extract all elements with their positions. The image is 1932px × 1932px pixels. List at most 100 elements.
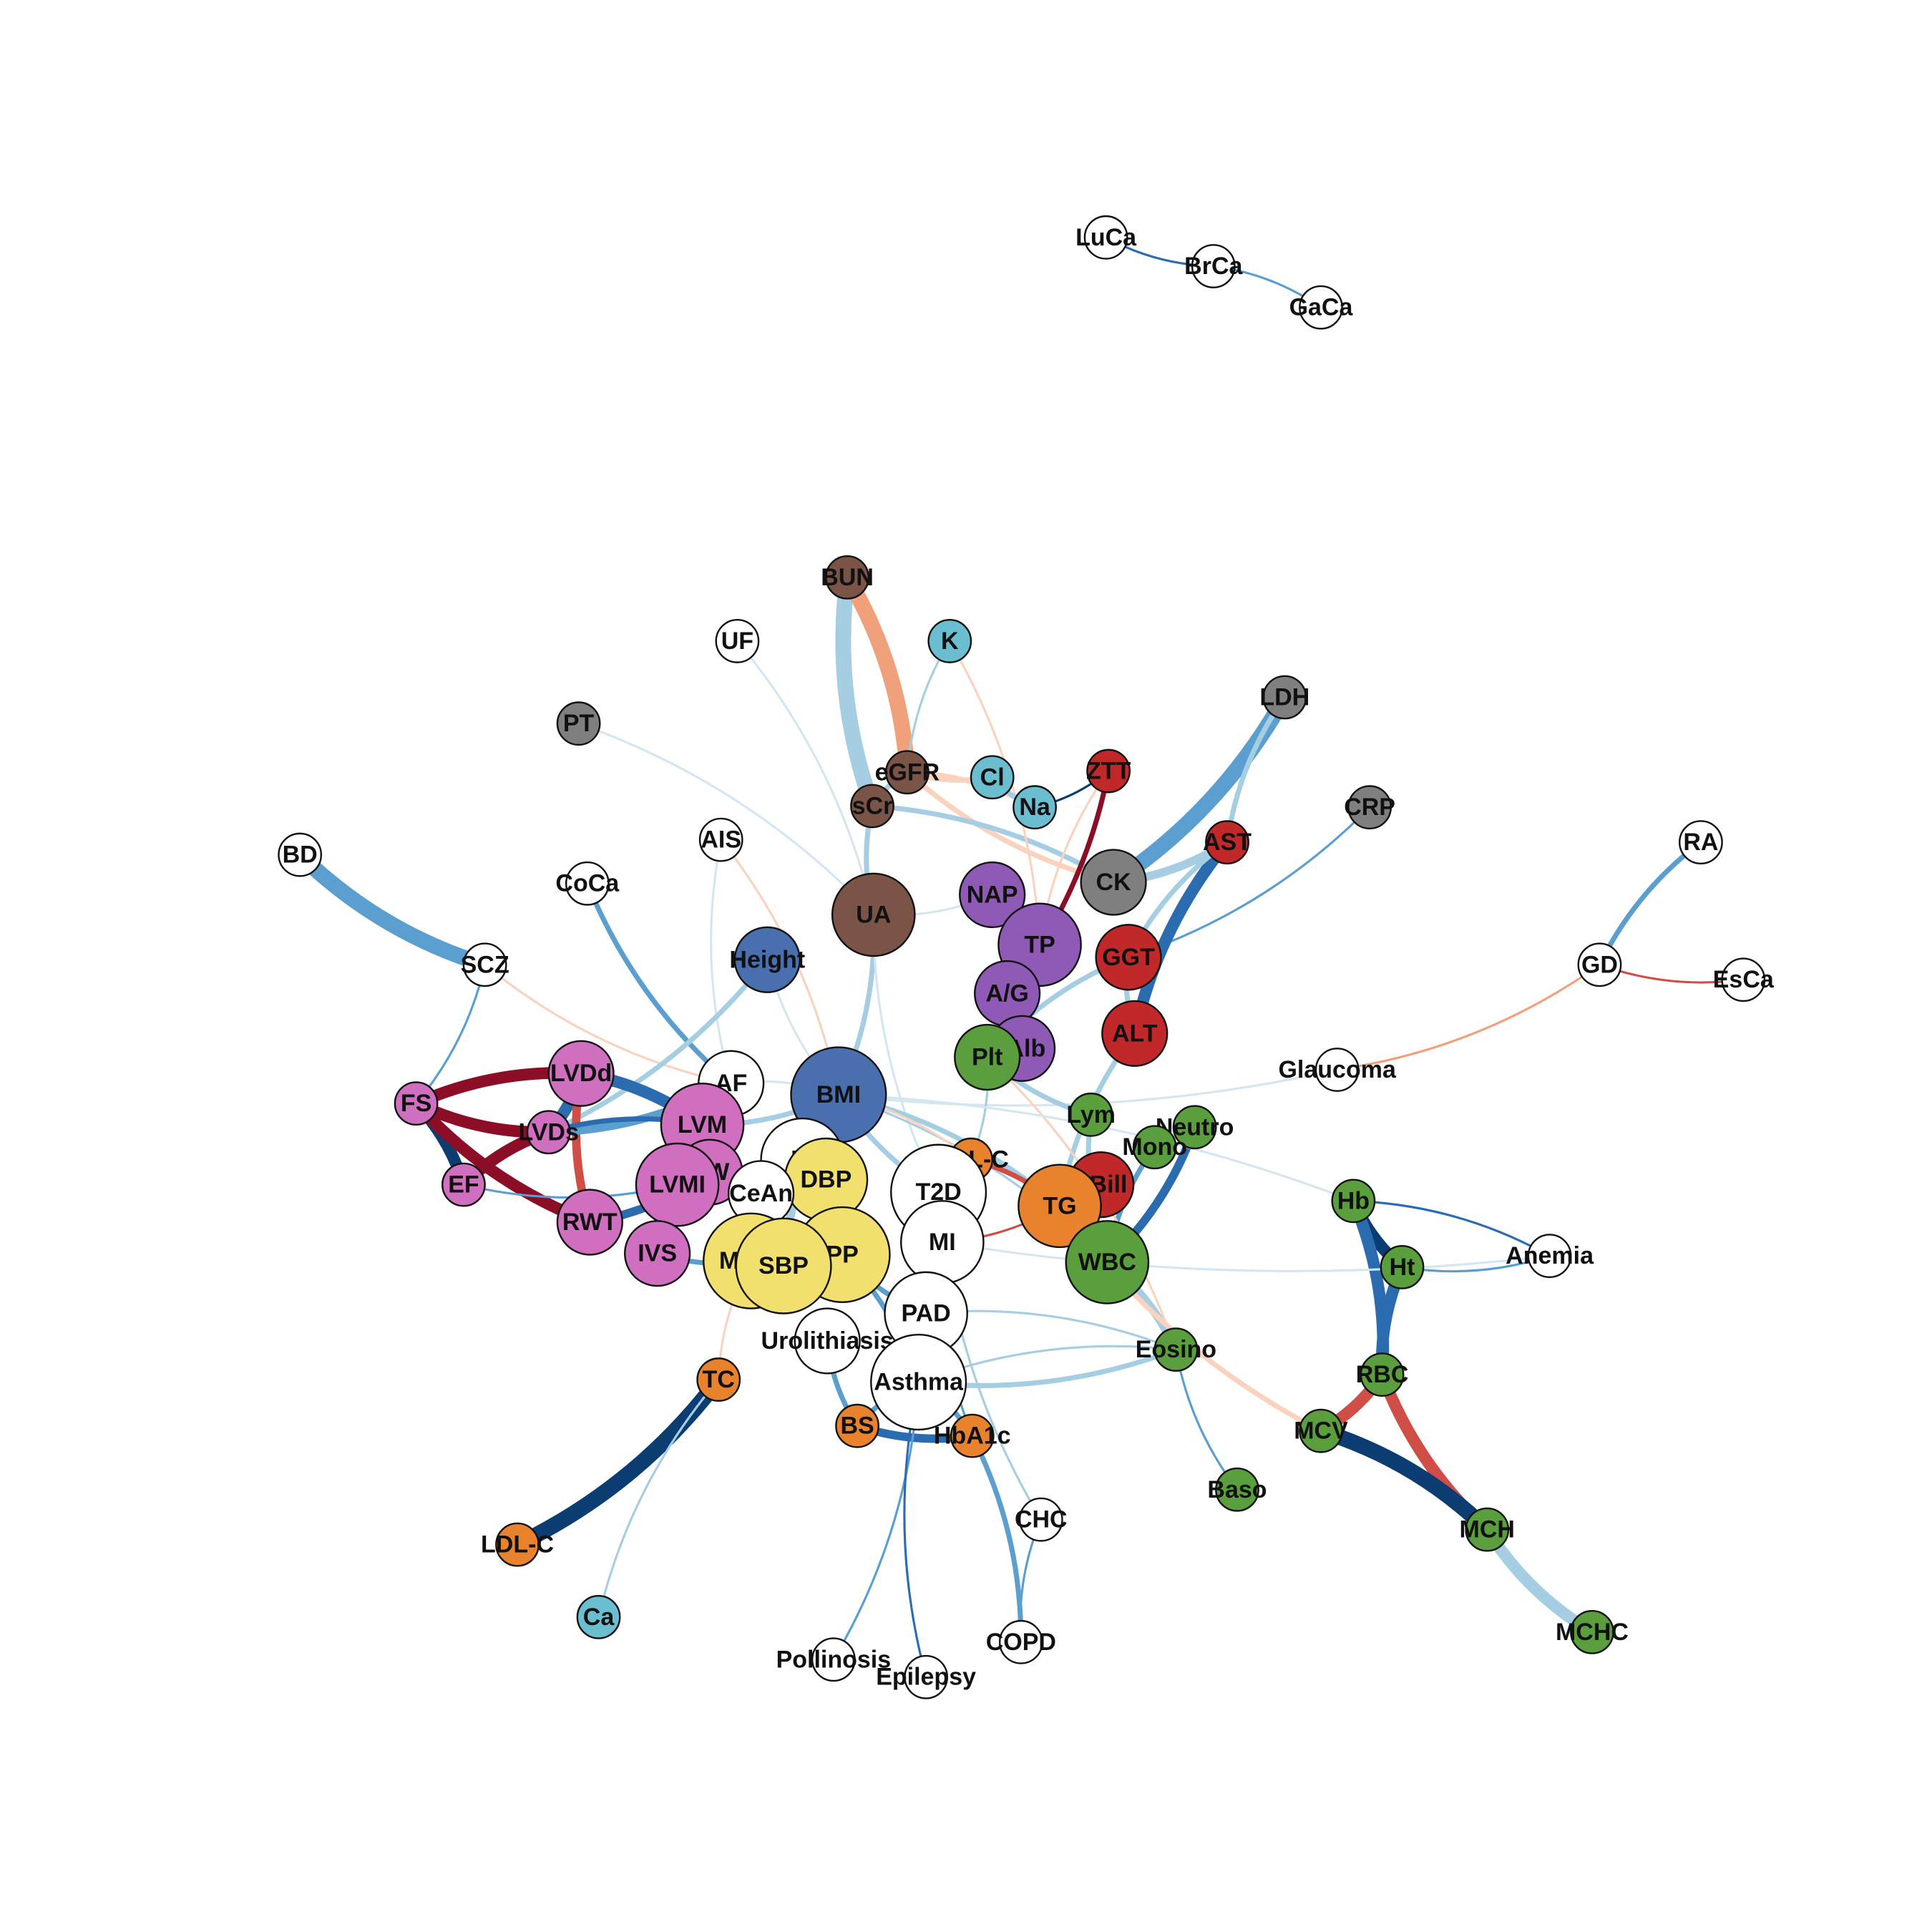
node-circle-ldh [1262,675,1307,720]
node-k: K [927,619,972,663]
node-label-tc: TC [703,1366,735,1393]
node-label-hb: Hb [1337,1187,1370,1214]
node-circle-urolithiasis [794,1307,861,1375]
node-label-rwt: RWT [562,1209,618,1236]
node-label-ht: Ht [1390,1254,1415,1281]
node-circle-rwt [556,1189,623,1256]
node-label-wbc: WBC [1078,1249,1136,1276]
edge-bd-scz [292,847,493,973]
edge-scz-af [484,963,733,1085]
edge-mcv-mch [1312,1423,1496,1538]
node-label-nap: NAP [967,881,1018,908]
node-ua: UA [831,872,916,957]
node-chc: CHC [1015,1497,1068,1542]
node-cean: CeAn [727,1160,795,1227]
node-tg: TG [1018,1163,1102,1249]
node-label-anemia: Anemia [1506,1242,1594,1269]
node-label-mono: Mono [1122,1133,1187,1161]
edge-uf-ua [736,640,875,916]
node-label-cean: CeAn [729,1180,793,1207]
node-eosino: Eosino [1136,1327,1216,1372]
node-label-na: Na [1019,794,1051,821]
node-label-tp: TP [1024,931,1055,958]
node-brca: BrCa [1184,244,1244,288]
node-label-ef: EF [448,1171,479,1199]
node-label-scz: SCZ [461,951,509,978]
node-circle-crp [1347,785,1392,830]
node-label-bs: BS [840,1413,874,1440]
node-label-epilepsy: Epilepsy [876,1664,976,1691]
node-circle-k [927,619,972,663]
nodes-layer: LuCa BrCa GaCa BUN UF K LDH PT eGFR Cl ZTT sCr Na CRP… [278,215,1775,1699]
node-circle-hba1c [950,1413,995,1458]
edge-coca-af [585,881,734,1086]
node-circle-ais [698,817,743,862]
node-baso: Baso [1207,1467,1267,1512]
node-label-ca: Ca [583,1604,615,1631]
node-bun: BUN [821,555,874,600]
node-cl: Cl [970,755,1015,800]
node-plt: Plt [954,1023,1021,1091]
node-label-mi: MI [929,1229,956,1256]
node-label-gd: GD [1581,951,1618,978]
node-label-copd: COPD [986,1629,1056,1656]
node-label-ais: AIS [701,826,741,854]
node-label-bun: BUN [821,564,874,591]
node-rwt: RWT [556,1189,623,1256]
node-label-dbp: DBP [801,1166,852,1194]
node-circle-epilepsy [904,1654,949,1699]
node-mi: MI [899,1200,985,1284]
node-pollinosis: Pollinosis [776,1637,891,1682]
node-circle-anemia [1527,1234,1572,1279]
node-label-lvmi: LVMI [649,1171,706,1199]
edge-pt-ua [577,722,875,916]
node-label-coca: CoCa [555,870,620,897]
node-ggt: GGT [1095,924,1162,991]
node-circle-glaucoma [1314,1048,1360,1092]
node-label-ck: CK [1096,869,1132,896]
node-ck: CK [1080,849,1147,916]
node-height: Height [729,926,805,993]
node-circle-nap [959,861,1026,929]
node-mch: MCH [1460,1507,1515,1552]
node-circle-ldlc [495,1522,540,1567]
node-label-baso: Baso [1207,1476,1267,1503]
node-label-ztt: ZTT [1086,758,1131,785]
node-luca: LuCa [1075,215,1137,260]
node-label-ldh: LDH [1259,684,1309,711]
node-circle-ra [1679,820,1723,864]
node-label-brca: BrCa [1184,253,1243,280]
node-label-ast: AST [1203,829,1252,856]
node-circle-esca [1721,957,1766,1002]
node-label-ua: UA [856,901,891,928]
node-label-gaca: GaCa [1289,294,1354,321]
node-circle-mch [1465,1507,1510,1552]
edge-hba1c-copd [970,1433,1024,1645]
node-label-pt: PT [563,710,595,737]
edge-scr-ck [869,803,1116,885]
node-ldlc: LDL-C [481,1522,554,1567]
node-bd: BD [278,832,323,877]
node-egfr: eGFR [875,750,940,795]
node-crp: CRP [1344,785,1395,830]
node-scr: sCr [850,784,894,829]
node-circle-scz [462,942,507,987]
node-circle-tc [696,1357,741,1402]
node-circle-pt [556,701,601,746]
node-epilepsy: Epilepsy [876,1654,976,1699]
node-asthma: Asthma [870,1334,967,1431]
node-label-luca: LuCa [1075,224,1137,251]
node-label-bmi: BMI [816,1081,861,1108]
node-circle-ef [441,1162,486,1207]
node-circle-alt [1101,1000,1169,1067]
node-rbc: RBC [1356,1352,1408,1397]
node-label-pad: PAD [901,1300,950,1327]
node-label-bd: BD [283,841,318,869]
node-label-asthma: Asthma [874,1369,964,1396]
node-mchc: MCHC [1556,1609,1629,1654]
node-label-urolithiasis: Urolithiasis [761,1327,894,1355]
node-circle-sbp [735,1217,832,1314]
node-circle-na [1013,785,1057,830]
node-circle-coca [565,861,610,906]
node-ef: EF [441,1162,486,1207]
